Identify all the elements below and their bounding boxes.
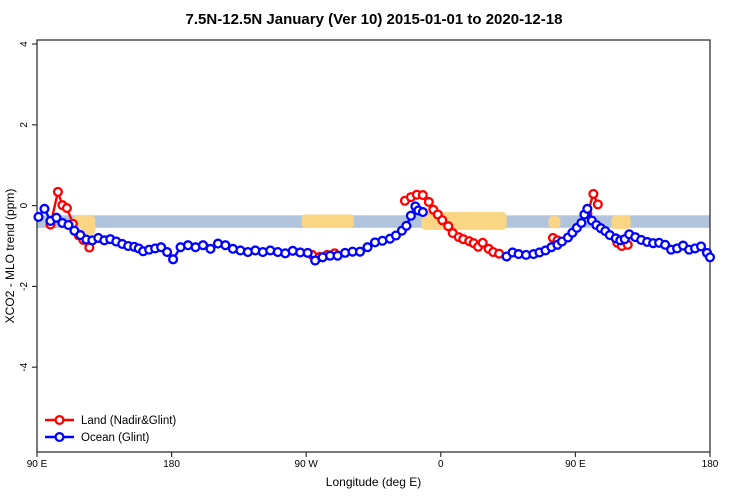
x-tick-label: 90 W bbox=[295, 459, 319, 470]
x-tick-label: 180 bbox=[702, 459, 719, 470]
ocean-series-data-point bbox=[362, 242, 373, 253]
ocean-series-data-point bbox=[695, 241, 707, 252]
ocean-series-data-point bbox=[576, 217, 587, 229]
chart-title: 7.5N-12.5N January (Ver 10) 2015-01-01 t… bbox=[186, 11, 563, 28]
land-series-data-point bbox=[437, 215, 448, 226]
land-series-data-point bbox=[477, 237, 488, 248]
y-tick-label: -4 bbox=[19, 362, 30, 371]
x-tick-label: 0 bbox=[438, 459, 444, 470]
ocean-series-data-point bbox=[704, 252, 716, 263]
land-series-data-point bbox=[52, 186, 63, 197]
ocean-series-data-point bbox=[51, 212, 62, 223]
land-series-data-point bbox=[61, 202, 72, 214]
x-tick-label: 90 E bbox=[27, 459, 48, 470]
land-series-data-point bbox=[417, 190, 428, 201]
plot-frame bbox=[36, 39, 711, 453]
y-axis-label: XCO2 - MLO trend (ppm) bbox=[3, 189, 17, 324]
ocean-series-data-point bbox=[197, 240, 209, 251]
land-series-data-point bbox=[443, 221, 454, 232]
land-series-data-point bbox=[588, 188, 599, 199]
reference-band bbox=[37, 215, 710, 228]
ocean-series-data-point bbox=[205, 243, 216, 254]
ocean-series-data-point bbox=[417, 207, 428, 218]
ocean-series-data-point bbox=[354, 246, 366, 257]
x-tick-label: 90 E bbox=[565, 459, 586, 470]
ocean-series-data-point bbox=[220, 240, 231, 251]
ocean-series-data-point bbox=[401, 220, 412, 231]
legend-marker-point bbox=[54, 431, 65, 443]
ocean-series-data-point bbox=[168, 254, 179, 265]
y-tick-label: 2 bbox=[19, 122, 30, 128]
ocean-series-data-point bbox=[33, 211, 44, 222]
land-series-data-point bbox=[592, 199, 603, 210]
y-tick-label: 4 bbox=[19, 41, 30, 47]
y-tick-label: 0 bbox=[19, 202, 30, 208]
ocean-series-data-point bbox=[162, 247, 173, 258]
ocean-series-data-point bbox=[582, 203, 593, 214]
land-silhouette bbox=[548, 216, 561, 229]
legend-item-label: Land (Nadir&Glint) bbox=[81, 415, 176, 427]
ocean-series-data-point bbox=[63, 219, 74, 231]
legend-marker-point bbox=[54, 414, 65, 426]
land-silhouette bbox=[301, 214, 355, 228]
legend-item-label: Ocean (Glint) bbox=[81, 432, 150, 444]
x-axis-label: Longitude (deg E) bbox=[326, 475, 421, 489]
ocean-series-data-point bbox=[302, 247, 313, 258]
ocean-series-data-point bbox=[405, 210, 416, 221]
x-tick-label: 180 bbox=[163, 459, 180, 470]
land-series-data-point bbox=[423, 196, 434, 208]
ocean-series-data-point bbox=[39, 203, 50, 214]
y-tick-label: -2 bbox=[19, 282, 30, 291]
land-silhouette bbox=[611, 215, 631, 230]
